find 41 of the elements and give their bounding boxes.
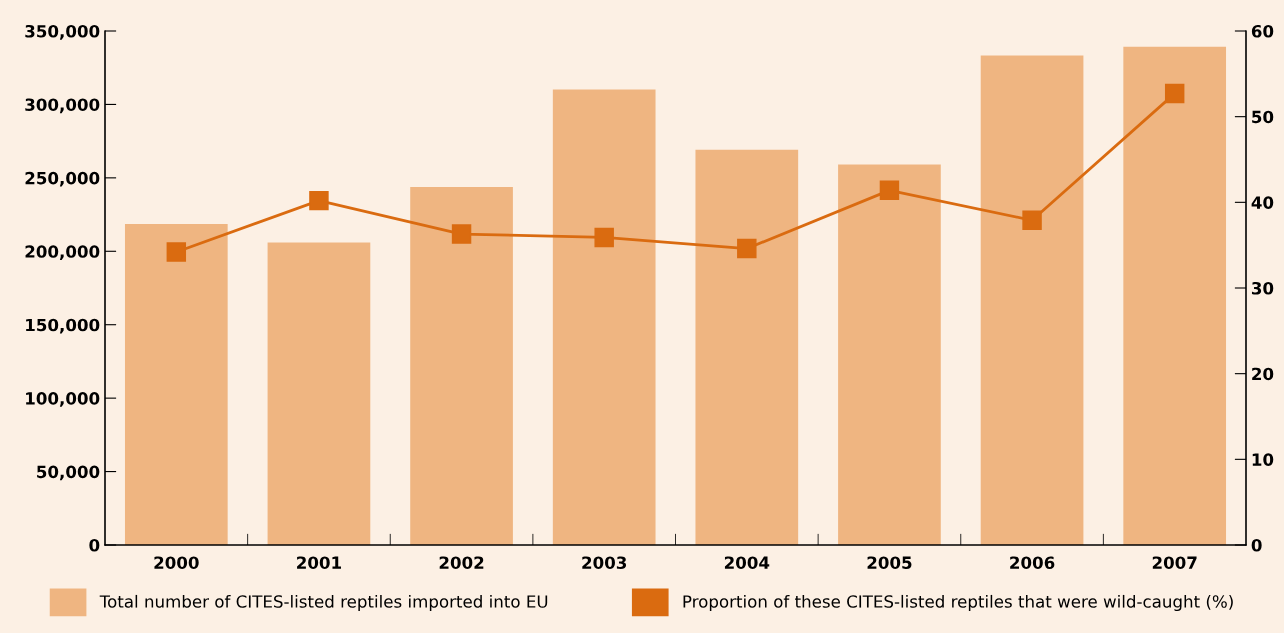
y-tick-label: 250,000 <box>25 171 100 187</box>
y2-tick-label: 50 <box>1252 110 1274 124</box>
bar <box>267 242 371 545</box>
bar <box>552 89 656 545</box>
point <box>594 227 614 248</box>
y-tick-label: 0 <box>89 538 100 552</box>
point <box>1022 210 1042 231</box>
point <box>1164 83 1185 104</box>
bar <box>695 149 799 545</box>
y-tick-label: 150,000 <box>26 318 100 334</box>
y2-tick-label: 20 <box>1252 367 1274 381</box>
x-tick-label: 2001 <box>297 556 341 570</box>
x-tick-label: 2000 <box>154 556 199 570</box>
y2-tick-label: 40 <box>1251 196 1274 209</box>
y-tick-label: 200,000 <box>25 245 100 260</box>
x-tick-label: 2005 <box>867 556 912 570</box>
y-tick-label: 300,000 <box>25 98 100 114</box>
point <box>309 190 329 211</box>
y2-tick-label: 0 <box>1251 538 1262 552</box>
legend-label: Proportion of these CITES-listed reptiles that were wild-caught (%) <box>683 594 1233 612</box>
point <box>451 224 472 244</box>
y2-tick-label: 30 <box>1251 281 1274 295</box>
x-tick-label: 2007 <box>1152 556 1197 570</box>
y2-tick-label: 10 <box>1252 453 1274 466</box>
x-tick-label: 2003 <box>582 556 627 570</box>
y-tick-label: 100,000 <box>26 392 100 407</box>
legend-label: Total number of CITES-listed reptiles imported into EU <box>99 594 548 612</box>
bar <box>980 55 1084 545</box>
y2-tick-label: 60 <box>1251 24 1274 38</box>
point <box>879 180 900 201</box>
x-tick-label: 2004 <box>724 556 770 570</box>
x-tick-label: 2002 <box>439 556 484 570</box>
x-tick-label: 2006 <box>1010 556 1055 570</box>
bar <box>838 164 941 545</box>
point <box>166 242 187 262</box>
point <box>737 238 757 259</box>
bar <box>1123 46 1227 545</box>
y-tick-label: 50,000 <box>37 465 100 481</box>
y-tick-label: 350,000 <box>25 24 100 40</box>
bar <box>124 223 228 545</box>
bar <box>410 187 513 545</box>
